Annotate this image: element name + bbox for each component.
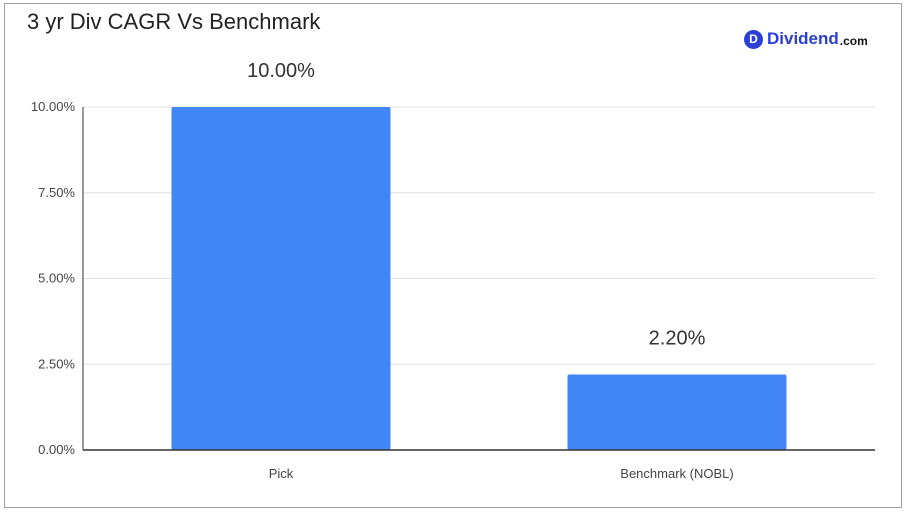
y-tick-label: 10.00% [31,99,76,114]
dividend-logo: D Dividend .com [744,28,868,50]
data-labels: 10.00% 2.20% [247,60,705,350]
bar [171,107,391,450]
x-category-label: Benchmark (NOBL) [620,466,733,481]
axes [82,107,875,451]
bars [171,107,787,450]
data-label: 10.00% [247,60,315,82]
logo-domain: .com [839,33,868,48]
dividend-logo-icon: D [744,29,763,49]
bar [567,374,787,450]
y-tick-label: 7.50% [38,185,75,200]
data-label: 2.20% [649,328,706,350]
x-category-label: Pick [269,466,294,481]
y-tick-label: 5.00% [38,271,75,286]
logo-wordmark: Dividend [767,29,839,48]
y-tick-label: 2.50% [38,356,75,371]
x-axis-categories: Pick Benchmark (NOBL) [269,466,734,481]
y-axis-ticks: 0.00% 2.50% 5.00% 7.50% 10.00% [31,99,76,457]
y-tick-label: 0.00% [38,442,75,457]
chart-title: 3 yr Div CAGR Vs Benchmark [27,9,321,34]
